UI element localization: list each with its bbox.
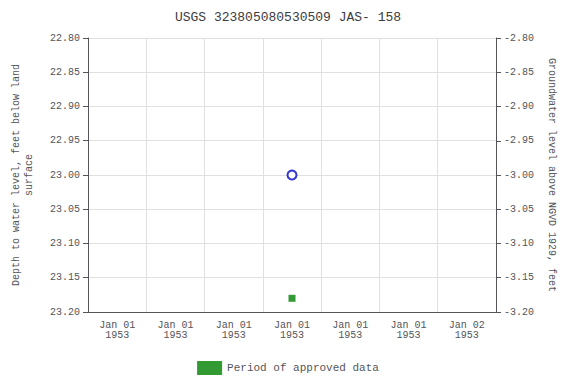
- svg-text:22.85: 22.85: [50, 67, 80, 78]
- svg-text:23.20: 23.20: [50, 307, 80, 318]
- svg-text:-3.15: -3.15: [504, 272, 534, 283]
- svg-text:Jan 01: Jan 01: [99, 319, 136, 331]
- svg-text:1953: 1953: [105, 330, 129, 341]
- svg-text:-2.85: -2.85: [504, 67, 534, 78]
- svg-text:Jan 01: Jan 01: [157, 319, 194, 331]
- svg-text:-2.95: -2.95: [504, 135, 534, 146]
- svg-text:23.05: 23.05: [50, 204, 80, 215]
- svg-text:23.10: 23.10: [50, 238, 80, 249]
- svg-text:22.90: 22.90: [50, 101, 80, 112]
- svg-text:22.80: 22.80: [50, 33, 80, 44]
- svg-text:Jan 02: Jan 02: [448, 319, 485, 331]
- svg-text:-3.00: -3.00: [504, 170, 534, 181]
- svg-text:surface: surface: [24, 154, 35, 196]
- svg-text:Jan 01: Jan 01: [332, 319, 369, 331]
- svg-text:1953: 1953: [222, 330, 246, 341]
- svg-text:-2.80: -2.80: [504, 33, 534, 44]
- svg-text:Jan 01: Jan 01: [390, 319, 427, 331]
- svg-text:-3.10: -3.10: [504, 238, 534, 249]
- svg-text:1953: 1953: [163, 330, 187, 341]
- svg-text:1953: 1953: [280, 330, 304, 341]
- svg-text:Period of approved data: Period of approved data: [227, 362, 379, 374]
- svg-text:22.95: 22.95: [50, 135, 80, 146]
- svg-text:-3.20: -3.20: [504, 307, 534, 318]
- svg-text:-3.05: -3.05: [504, 204, 534, 215]
- svg-text:USGS 323805080530509 JAS- 158: USGS 323805080530509 JAS- 158: [175, 10, 401, 25]
- svg-text:1953: 1953: [455, 330, 479, 341]
- svg-text:Groundwater level above NGVD 1: Groundwater level above NGVD 1929, feet: [546, 58, 557, 292]
- svg-text:Jan 01: Jan 01: [274, 319, 310, 331]
- svg-text:Jan 01: Jan 01: [215, 319, 252, 331]
- svg-text:23.15: 23.15: [50, 272, 80, 283]
- svg-text:Depth to water level, feet bel: Depth to water level, feet below land: [11, 64, 22, 286]
- svg-text:1953: 1953: [338, 330, 362, 341]
- svg-text:23.00: 23.00: [50, 170, 80, 181]
- svg-text:1953: 1953: [397, 330, 421, 341]
- svg-text:-2.90: -2.90: [504, 101, 534, 112]
